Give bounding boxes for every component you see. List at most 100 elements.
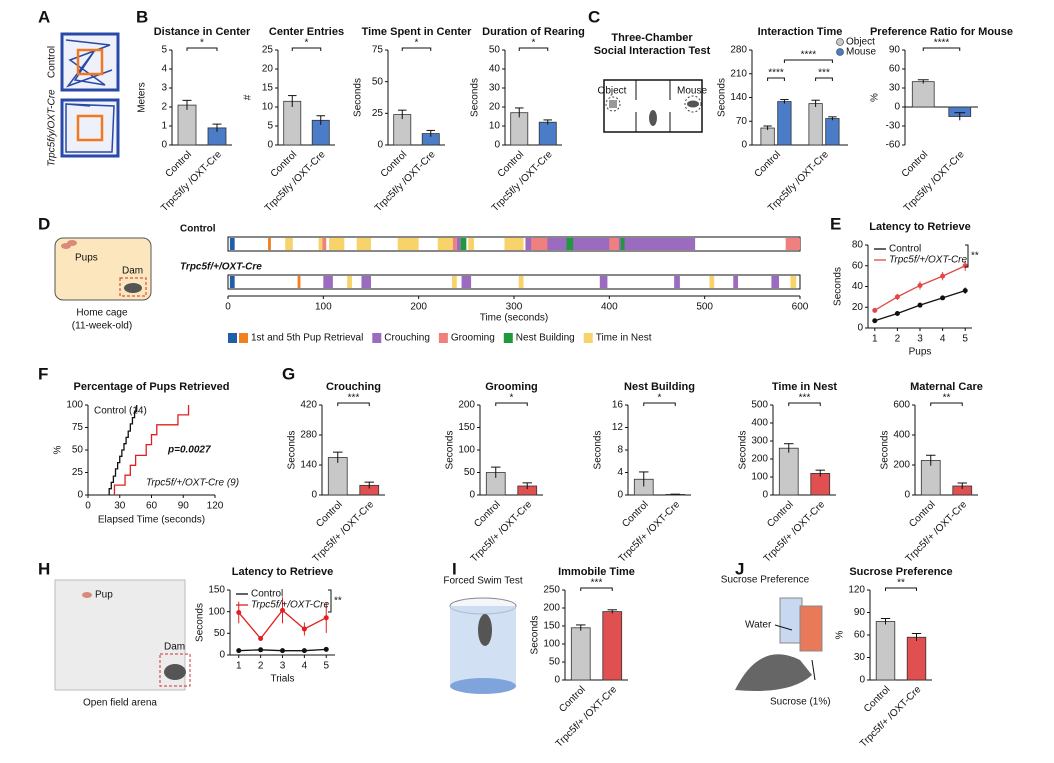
x-tick-label: Control (472, 499, 503, 530)
y-tick-label: 25 (72, 467, 84, 478)
y-tick-label: 60 (889, 64, 901, 75)
y-axis-label: Seconds (287, 431, 298, 470)
y-tick-label: 60 (854, 630, 866, 641)
panel-label: D (38, 214, 50, 233)
legend-swatch (228, 333, 237, 343)
bar (808, 103, 823, 146)
legend-label: Object (846, 37, 875, 48)
illustration-title: Forced Swim Test (443, 576, 523, 587)
series-label: Control (14) (94, 406, 147, 417)
dam-box (159, 653, 191, 687)
bar (393, 114, 412, 146)
y-tick-label: 200 (543, 603, 560, 614)
x-axis-label: Time (seconds) (480, 313, 549, 324)
x-tick-label: Trpc5f/+ /OXT-Cre (617, 499, 683, 565)
y-tick-label: 0 (904, 490, 910, 501)
illustration-label: Pup (95, 590, 113, 601)
y-tick-label: 200 (893, 460, 910, 471)
x-tick-label: Control (620, 499, 651, 530)
y-tick-label: 100 (458, 445, 475, 456)
chart-title: Percentage of Pups Retrieved (74, 381, 230, 393)
y-tick-label: 1 (161, 121, 167, 132)
significance-bracket (767, 77, 785, 81)
significance-label: * (415, 38, 419, 49)
significance-bracket (930, 402, 963, 406)
x-tick-label: Trpc5f/+ /OXT-Cre (858, 684, 924, 750)
y-tick-label: 90 (854, 607, 866, 618)
panel-label: C (588, 7, 600, 26)
bar (327, 457, 348, 496)
legend-label: Time in Nest (596, 333, 652, 344)
significance-label: ** (971, 251, 979, 262)
x-tick-label: 30 (114, 501, 126, 512)
y-tick-label: 280 (300, 430, 317, 441)
step-line (108, 405, 138, 495)
y-tick-label: 4 (617, 467, 623, 478)
significance-bracket (643, 402, 676, 406)
x-axis-label: Elapsed Time (seconds) (98, 515, 205, 526)
x-tick-label: 0 (85, 501, 91, 512)
x-axis-label: Trials (270, 674, 294, 685)
sucrose-setup (735, 597, 823, 691)
significance-bracket (815, 77, 833, 81)
legend-label: Nest Building (516, 333, 575, 344)
y-tick-label: 300 (751, 436, 768, 447)
y-tick-label: 420 (300, 400, 317, 411)
row-label: Trpc5f/y/OXT-Cre (47, 89, 58, 167)
dam-icon (164, 664, 186, 680)
y-tick-label: 100 (543, 639, 560, 650)
y-tick-label: 50 (464, 467, 476, 478)
y-tick-label: 2 (161, 102, 167, 113)
significance-label: ** (897, 578, 905, 589)
x-tick-label: Control (752, 149, 783, 180)
y-axis-label: % (53, 445, 64, 454)
legend-label: Control (889, 244, 921, 255)
y-tick-label: 150 (543, 621, 560, 632)
y-tick-label: 30 (889, 83, 901, 94)
panel-label: E (830, 214, 841, 233)
open-field-tracks (60, 32, 120, 158)
point (258, 636, 264, 642)
y-tick-label: 140 (300, 460, 317, 471)
y-tick-label: 4 (161, 64, 167, 75)
bar (538, 121, 557, 146)
y-tick-label: 100 (208, 606, 225, 617)
significance-label: **** (801, 50, 817, 61)
segment (771, 276, 780, 288)
bar (875, 621, 896, 681)
x-tick-label: Trpc5f/+ /OXT-Cre (762, 499, 828, 565)
bar (911, 81, 935, 108)
y-tick-label: 0 (377, 140, 383, 151)
bar (510, 112, 529, 146)
bar (177, 104, 197, 146)
y-tick-label: 200 (751, 454, 768, 465)
segment (268, 238, 271, 250)
point (872, 307, 878, 313)
significance-label: *** (348, 393, 360, 404)
x-tick-label: 2 (258, 661, 264, 672)
chart-title: Immobile Time (558, 566, 635, 578)
y-tick-label: 20 (852, 302, 864, 313)
y-tick-label: 90 (889, 45, 901, 56)
x-tick-label: Control (557, 684, 588, 715)
panel-label: H (38, 559, 50, 578)
y-tick-label: 0 (311, 490, 317, 501)
y-tick-label: -60 (886, 140, 901, 151)
y-tick-label: 120 (848, 585, 865, 596)
legend-swatch (372, 333, 382, 343)
bar (283, 100, 302, 146)
y-tick-label: 40 (852, 281, 864, 292)
panel-label: F (38, 364, 48, 383)
y-tick-label: 100 (751, 472, 768, 483)
segment (674, 276, 680, 288)
pups-icon (61, 240, 77, 249)
segment (229, 238, 235, 250)
segment (452, 276, 457, 288)
y-tick-label: 210 (730, 68, 747, 79)
y-tick-label: 15 (262, 83, 274, 94)
y-tick-label: 0 (859, 675, 865, 686)
illustration-label: Dam (164, 642, 185, 653)
y-tick-label: 20 (262, 64, 274, 75)
y-tick-label: 60 (852, 260, 864, 271)
significance-label: *** (818, 68, 830, 79)
